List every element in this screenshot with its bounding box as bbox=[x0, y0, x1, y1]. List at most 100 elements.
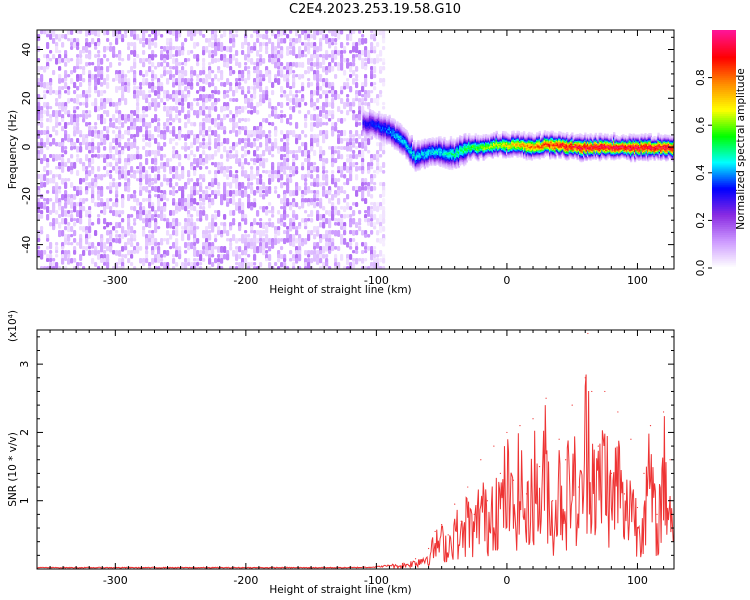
noise-cell bbox=[169, 190, 173, 196]
noise-cell bbox=[43, 94, 47, 100]
noise-cell bbox=[58, 166, 62, 170]
signal-cell bbox=[409, 155, 412, 158]
signal-cell bbox=[405, 151, 408, 154]
signal-cell bbox=[398, 128, 402, 131]
signal-cell bbox=[382, 121, 385, 124]
noise-cell bbox=[316, 114, 320, 120]
noise-cell bbox=[97, 50, 101, 54]
signal-cell bbox=[368, 116, 372, 119]
signal-cell bbox=[387, 118, 390, 121]
noise-cell bbox=[64, 182, 68, 190]
noise-cell bbox=[319, 94, 323, 99]
signal-cell bbox=[443, 152, 446, 155]
noise-cell bbox=[106, 98, 110, 104]
signal-cell bbox=[365, 128, 368, 131]
noise-cell bbox=[376, 102, 380, 106]
signal-cell bbox=[365, 123, 368, 126]
noise-cell bbox=[106, 162, 110, 167]
noise-cell bbox=[79, 114, 83, 118]
noise-cell bbox=[283, 66, 287, 70]
noise-cell bbox=[76, 78, 80, 82]
noise-cell bbox=[235, 78, 239, 82]
noise-cell bbox=[136, 34, 140, 41]
noise-cell bbox=[58, 266, 62, 269]
noise-cell bbox=[232, 34, 236, 39]
signal-cell bbox=[388, 123, 391, 126]
noise-cell bbox=[187, 198, 191, 203]
signal-cell bbox=[387, 123, 390, 126]
signal-cell bbox=[415, 152, 419, 155]
signal-cell bbox=[418, 153, 421, 156]
noise-cell bbox=[181, 174, 185, 179]
noise-cell bbox=[115, 250, 119, 256]
noise-cell bbox=[310, 82, 314, 87]
noise-cell bbox=[283, 238, 287, 245]
noise-cell bbox=[181, 166, 185, 171]
signal-cell bbox=[423, 138, 426, 141]
noise-cell bbox=[334, 266, 338, 269]
noise-cell bbox=[196, 74, 200, 78]
signal-cell bbox=[435, 138, 438, 141]
signal-cell bbox=[378, 112, 381, 115]
noise-cell bbox=[259, 126, 263, 131]
noise-cell bbox=[373, 214, 377, 220]
noise-cell bbox=[367, 266, 371, 269]
noise-cell bbox=[133, 230, 137, 234]
noise-cell bbox=[355, 90, 359, 96]
noise-cell bbox=[364, 218, 368, 223]
noise-cell bbox=[199, 266, 203, 269]
signal-cell bbox=[391, 137, 394, 140]
noise-cell bbox=[370, 154, 374, 160]
noise-cell bbox=[247, 162, 251, 166]
noise-cell bbox=[142, 94, 146, 100]
noise-cell bbox=[109, 146, 113, 152]
signal-cell bbox=[429, 153, 432, 156]
noise-cell bbox=[268, 174, 272, 178]
noise-cell bbox=[73, 110, 77, 114]
signal-cell bbox=[440, 157, 443, 160]
signal-cell bbox=[383, 117, 386, 120]
noise-cell bbox=[328, 30, 332, 34]
noise-cell bbox=[319, 150, 323, 155]
signal-cell bbox=[432, 159, 436, 162]
signal-cell bbox=[418, 164, 421, 167]
signal-cell bbox=[370, 133, 373, 136]
noise-cell bbox=[295, 166, 299, 171]
noise-cell bbox=[313, 106, 317, 111]
noise-cell bbox=[208, 42, 212, 48]
noise-cell bbox=[115, 138, 119, 144]
noise-cell bbox=[154, 214, 158, 218]
noise-cell bbox=[67, 254, 71, 258]
signal-cell bbox=[367, 112, 370, 115]
noise-cell bbox=[262, 190, 266, 194]
noise-cell bbox=[265, 94, 269, 101]
noise-cell bbox=[88, 130, 92, 137]
noise-cell bbox=[307, 250, 311, 255]
noise-cell bbox=[376, 238, 380, 243]
signal-cell bbox=[405, 142, 408, 145]
signal-cell bbox=[438, 161, 441, 164]
signal-cell bbox=[384, 117, 387, 120]
noise-cell bbox=[43, 182, 47, 188]
noise-cell bbox=[286, 46, 290, 51]
noise-cell bbox=[121, 78, 125, 84]
signal-cell bbox=[397, 142, 400, 145]
noise-cell bbox=[55, 210, 59, 215]
noise-cell bbox=[85, 198, 89, 202]
noise-cell bbox=[316, 30, 320, 36]
noise-cell bbox=[208, 118, 212, 124]
noise-cell bbox=[304, 210, 308, 214]
noise-cell bbox=[172, 130, 176, 137]
noise-cell bbox=[64, 238, 68, 245]
noise-cell bbox=[208, 114, 212, 118]
signal-cell bbox=[396, 132, 399, 135]
noise-cell bbox=[283, 134, 287, 140]
signal-cell bbox=[385, 137, 389, 140]
noise-cell bbox=[148, 38, 152, 44]
signal-cell bbox=[432, 148, 436, 151]
noise-cell bbox=[154, 210, 158, 215]
noise-cell bbox=[262, 118, 266, 123]
noise-cell bbox=[178, 118, 182, 124]
noise-cell bbox=[316, 98, 320, 103]
signal-cell bbox=[402, 146, 406, 149]
